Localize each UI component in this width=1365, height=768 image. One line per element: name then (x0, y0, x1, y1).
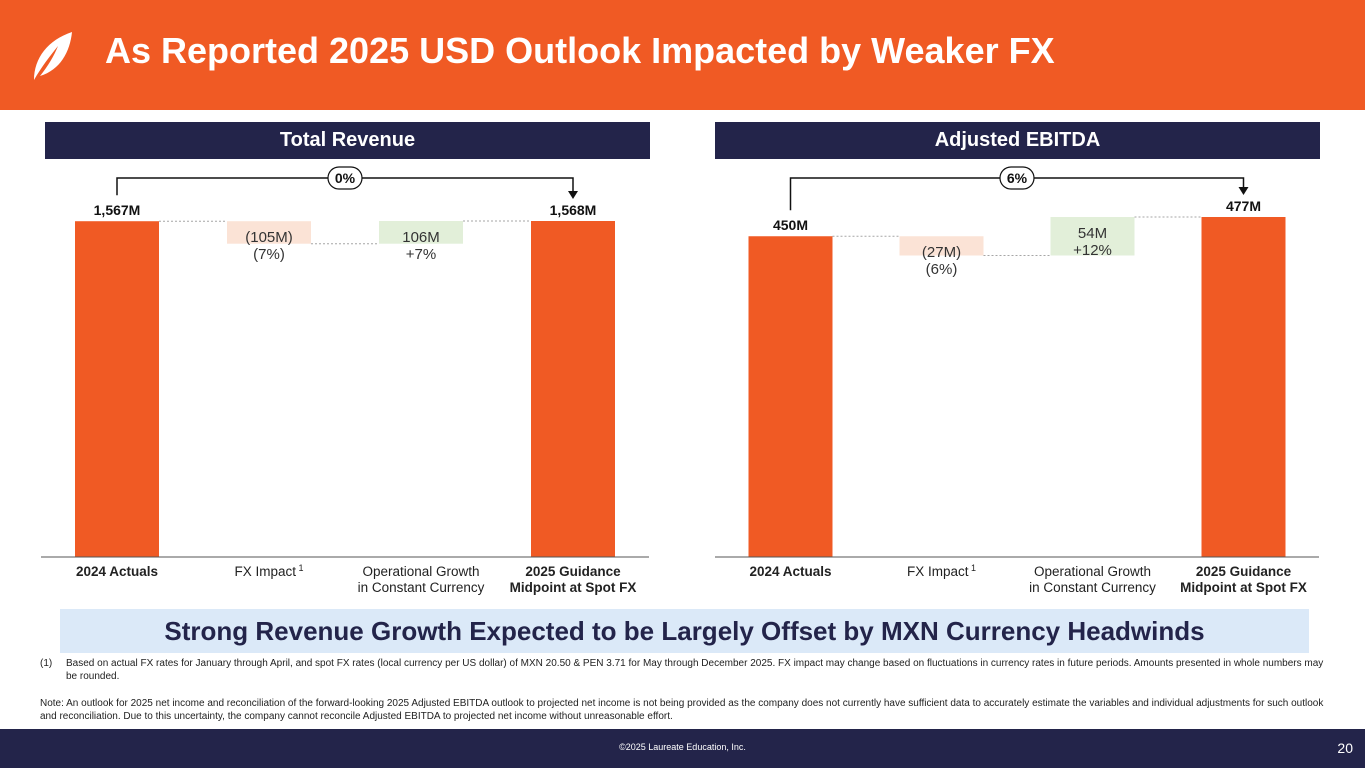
slide-title: As Reported 2025 USD Outlook Impacted by… (105, 30, 1055, 71)
revenue-data-label-1: 1,567M (94, 202, 141, 218)
laureate-leaf-logo-icon (34, 32, 72, 80)
footer-bar: ©2025 Laureate Education, Inc. 20 (0, 729, 1365, 768)
revenue-data-label-3-line-2: +7% (406, 246, 436, 263)
ebitda-change-badge (999, 166, 1035, 190)
revenue-category-label-2: FX Impact 1 (234, 563, 303, 579)
revenue-change-badge (327, 166, 363, 190)
ebitda-data-label-3-line-2: +12% (1073, 242, 1112, 259)
ebitda-data-label-2-line-2: (6%) (926, 261, 958, 278)
ebitda-panel-header: Adjusted EBITDA (715, 122, 1320, 159)
key-takeaway-banner: Strong Revenue Growth Expected to be Lar… (60, 609, 1309, 653)
ebitda-bar-3 (1050, 217, 1135, 256)
ebitda-bar-4 (1201, 217, 1286, 557)
ebitda-waterfall-chart: 450M (27M)(6%) 54M+12% 477M 2024 Actuals FX I… (715, 166, 1319, 595)
revenue-change-label: 0% (335, 170, 356, 186)
revenue-bar-2 (227, 221, 311, 244)
ebitda-data-label-2-line-1: (27M) (922, 244, 961, 261)
ebitda-bar-2 (899, 236, 984, 256)
revenue-category-label-4: 2025 Guidance (525, 564, 621, 579)
revenue-bar-3 (379, 221, 463, 244)
disclaimer-note: Note: An outlook for 2025 net income and… (40, 698, 1324, 722)
revenue-change-arrow (568, 191, 578, 199)
revenue-category-label-4-line-2: Midpoint at Spot FX (510, 580, 637, 595)
revenue-data-label-2-line-1: (105M) (245, 229, 293, 246)
revenue-data-label-2-line-2: (7%) (253, 246, 285, 263)
revenue-data-label-3-line-1: 106M (402, 229, 440, 246)
footnote-number: (1) (40, 658, 53, 669)
copyright: ©2025 Laureate Education, Inc. (619, 742, 746, 752)
ebitda-data-label-4: 477M (1226, 198, 1261, 214)
ebitda-data-label-3-line-1: 54M (1078, 225, 1107, 242)
ebitda-change-label: 6% (1007, 170, 1028, 186)
revenue-footnote-ref-2: 1 (296, 563, 304, 573)
revenue-category-label-3-line-2: in Constant Currency (358, 580, 485, 595)
revenue-bar-1 (75, 221, 159, 557)
ebitda-category-label-4: 2025 Guidance (1196, 564, 1292, 579)
ebitda-category-label-2: FX Impact 1 (907, 563, 976, 579)
revenue-category-label-1: 2024 Actuals (76, 564, 158, 579)
revenue-category-label-3: Operational Growth (362, 564, 479, 579)
ebitda-category-label-3-line-2: in Constant Currency (1029, 580, 1156, 595)
revenue-panel-header: Total Revenue (45, 122, 650, 159)
page-number: 20 (1337, 740, 1353, 756)
ebitda-bar-1 (748, 236, 833, 557)
ebitda-data-label-1: 450M (773, 217, 808, 233)
footnote-text: Based on actual FX rates for January thr… (66, 658, 1324, 682)
ebitda-change-arrow (1238, 187, 1249, 195)
revenue-bar-4 (531, 221, 615, 557)
title-bar: As Reported 2025 USD Outlook Impacted by… (0, 0, 1365, 110)
ebitda-category-label-4-line-2: Midpoint at Spot FX (1180, 580, 1307, 595)
revenue-waterfall-chart: 1,567M (105M)(7%) 106M+7% 1,568M 2024 Actual… (41, 166, 649, 595)
ebitda-category-label-3: Operational Growth (1034, 564, 1151, 579)
footnote: (1) Based on actual FX rates for January… (40, 657, 1330, 683)
ebitda-category-label-1: 2024 Actuals (749, 564, 831, 579)
ebitda-footnote-ref-2: 1 (969, 563, 977, 573)
revenue-data-label-4: 1,568M (550, 202, 597, 218)
